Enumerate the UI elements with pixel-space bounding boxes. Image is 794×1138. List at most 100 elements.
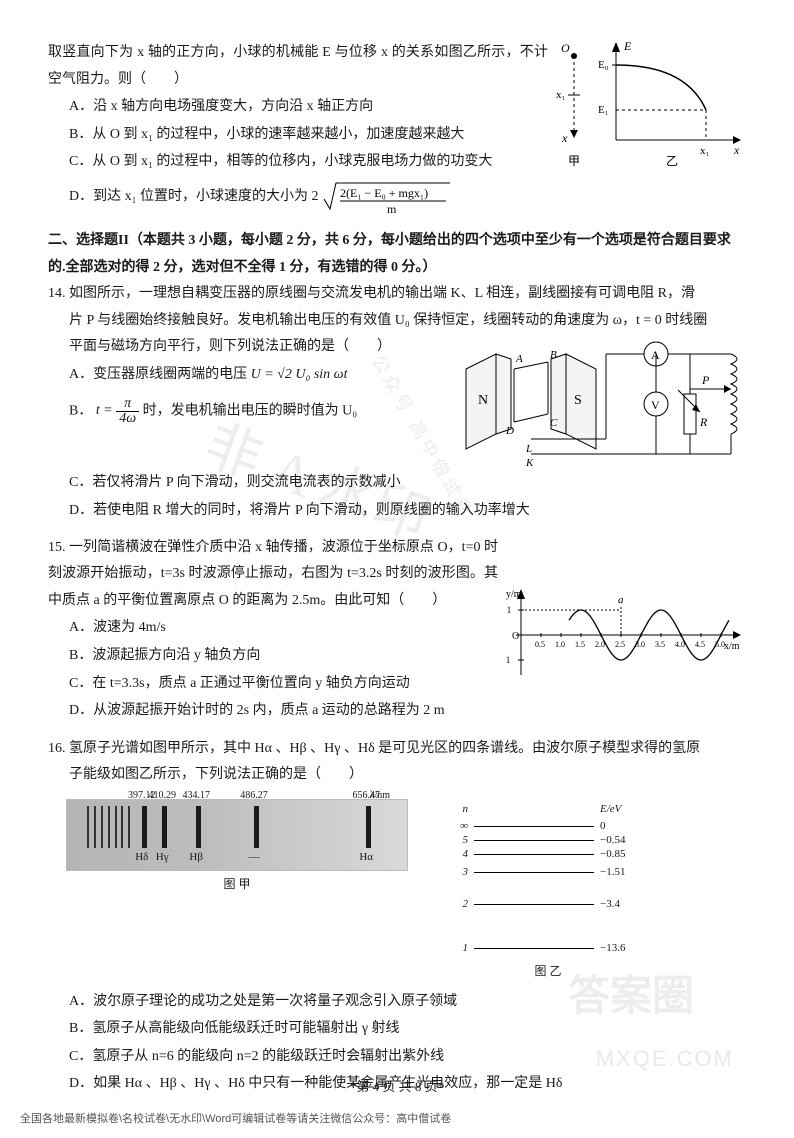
q14-figure: N S A B C D L K (456, 334, 746, 469)
svg-text:R: R (699, 415, 708, 429)
q16-stem2: 子能级如图乙所示，下列说法正确的是（ ） (48, 762, 746, 789)
svg-text:E₀: E₀ (598, 59, 609, 71)
svg-text:x: x (733, 143, 740, 157)
svg-text:E₁: E₁ (598, 104, 609, 116)
q15-opt-c-text: 在 t=3.3s，质点 a 正通过平衡位置向 y 轴负方向运动 (92, 676, 409, 691)
svg-text:1.0: 1.0 (555, 640, 565, 649)
q13-figure: O x x₁ 甲 x E E₀ (556, 40, 746, 170)
q16-opt-b-text: 氢原子从高能级向低能级跃迁时可能辐射出 γ 射线 (92, 1021, 399, 1036)
svg-text:4.5: 4.5 (695, 640, 705, 649)
q15-stem: 15. 一列简谐横波在弹性介质中沿 x 轴传播，波源位于坐标原点 O，t=0 时… (48, 535, 498, 615)
svg-text:O: O (512, 631, 519, 642)
svg-text:甲: 甲 (568, 154, 580, 168)
svg-text:1.5: 1.5 (575, 640, 585, 649)
q14-options-cd: C．若仅将滑片 P 向下滑动，则交流电流表的示数减小 D．若使电阻 R 增大的同… (48, 470, 746, 524)
q13-block: 取竖直向下为 x 轴的正方向，小球的机械能 E 与位移 x 的关系如图乙所示，不… (48, 40, 746, 218)
q14-opt-a: A．变压器原线圈两端的电压 U = √2 U₀ sin ωt (69, 362, 448, 389)
q14-opt-c: C．若仅将滑片 P 向下滑动，则交流电流表的示数减小 (69, 470, 746, 497)
q14-opt-d-text: 若使电阻 R 增大的同时，将滑片 P 向下滑动，则原线圈的输入功率增大 (93, 503, 530, 518)
svg-text:2.5: 2.5 (615, 640, 625, 649)
svg-text:0.5: 0.5 (535, 640, 545, 649)
q15-text-col: 15. 一列简谐横波在弹性介质中沿 x 轴传播，波源位于坐标原点 O，t=0 时… (48, 535, 498, 726)
q13-graph-svg: O x x₁ 甲 x E E₀ (556, 40, 746, 170)
svg-text:C: C (550, 417, 558, 429)
q14-text-col: 平面与磁场方向平行，则下列说法正确的是（ ） A．变压器原线圈两端的电压 U =… (48, 334, 448, 433)
q14-opt-d: D．若使电阻 R 增大的同时，将滑片 P 向下滑动，则原线圈的输入功率增大 (69, 498, 746, 525)
q15-opt-b-text: 波源起振方向沿 y 轴负方向 (92, 648, 260, 663)
q16-opt-a: A．波尔原子理论的成功之处是第一次将量子观念引入原子领域 (69, 989, 746, 1016)
svg-text:y/m: y/m (506, 589, 522, 600)
spectrum-caption: 图 甲 (66, 873, 408, 896)
q13-options: A．沿 x 轴方向电场强度变大，方向沿 x 轴正方向 B．从 O 到 x₁ 的过… (48, 94, 548, 217)
page: 取竖直向下为 x 轴的正方向，小球的机械能 E 与位移 x 的关系如图乙所示，不… (0, 0, 794, 1138)
q15-opt-b: B．波源起振方向沿 y 轴负方向 (69, 643, 498, 670)
q14-stem1-text: 如图所示，一理想自耦变压器的原线圈与交流发电机的输出端 K、L 相连，副线圈接有… (69, 286, 695, 301)
q13-opt-b: B．从 O 到 x₁ 的过程中，小球的速率越来越小，加速度越来越大 (69, 122, 548, 149)
svg-text:x₁: x₁ (700, 145, 710, 157)
q14-opt-a-prefix: 变压器原线圈两端的电压 (93, 367, 251, 382)
q13-opt-a: A．沿 x 轴方向电场强度变大，方向沿 x 轴正方向 (69, 94, 548, 121)
q15-wave-svg: y/m x/m O 0.51.01.52.02.53.03.54.04.55.0… (506, 585, 746, 685)
q16-stem1-text: 氢原子光谱如图甲所示，其中 Hα 、Hβ 、Hγ 、Hδ 是可见光区的四条谱线。… (69, 741, 700, 756)
q13-opt-d-prefix: 到达 x₁ 位置时，小球速度的大小为 2 (93, 189, 318, 204)
svg-text:V: V (651, 398, 660, 412)
q15-opt-d-text: 从波源起振开始计时的 2s 内，质点 a 运动的总路程为 2 m (93, 703, 445, 718)
q16-num: 16. (48, 741, 66, 756)
q15-figure: y/m x/m O 0.51.01.52.02.53.03.54.04.55.0… (506, 535, 746, 685)
q13-opt-d: D．到达 x₁ 位置时，小球速度的大小为 2 2(E₁ − E₀ + mgx₁)… (69, 177, 548, 217)
q13-opt-d-formula: 2(E₁ − E₀ + mgx₁) m (322, 189, 452, 204)
q15-stem-text: 一列简谐横波在弹性介质中沿 x 轴传播，波源位于坐标原点 O，t=0 时刻波源开… (48, 540, 498, 608)
svg-text:A: A (515, 353, 523, 365)
q13-opt-c: C．从 O 到 x₁ 的过程中，相等的位移内，小球克服电场力做的功变大 (69, 149, 548, 176)
spectrum-image: λ/nm 397.12Hδ410.29Hγ434.17Hβ486.27—656.… (66, 799, 408, 871)
q16-spectrum-figure: λ/nm 397.12Hδ410.29Hγ434.17Hβ486.27—656.… (48, 795, 408, 896)
svg-text:L: L (525, 443, 532, 455)
q15-opt-c: C．在 t=3.3s，质点 a 正通过平衡位置向 y 轴负方向运动 (69, 671, 498, 698)
q14-options: A．变压器原线圈两端的电压 U = √2 U₀ sin ωt B． t = π … (48, 362, 448, 426)
q14-opt-b: B． t = π 4ω 时，发电机输出电压的瞬时值为 U₀ (69, 397, 448, 426)
q15-opt-a-text: 波速为 4m/s (93, 620, 166, 635)
svg-text:B: B (550, 349, 557, 361)
svg-text:2.0: 2.0 (595, 640, 605, 649)
q13-opt-b-text: 从 O 到 x₁ 的过程中，小球的速率越来越小，加速度越来越大 (92, 127, 464, 142)
q14-stem1: 14. 如图所示，一理想自耦变压器的原线圈与交流发电机的输出端 K、L 相连，副… (48, 281, 746, 308)
q16-opt-c: C．氢原子从 n=6 的能级向 n=2 的能级跃迁时会辐射出紫外线 (69, 1044, 746, 1071)
svg-text:4.0: 4.0 (675, 640, 685, 649)
q13-text-col: 取竖直向下为 x 轴的正方向，小球的机械能 E 与位移 x 的关系如图乙所示，不… (48, 40, 548, 218)
svg-text:乙: 乙 (666, 154, 678, 168)
bottom-note: 全国各地最新模拟卷\名校试卷\无水印\Word可编辑试卷等请关注微信公众号：高中… (20, 1109, 451, 1130)
section2-header: 二、选择题II（本题共 3 小题，每小题 2 分，共 6 分，每小题给出的四个选… (48, 228, 746, 281)
sqrt-numer: 2(E₁ − E₀ + mgx₁) (340, 186, 428, 200)
svg-text:N: N (478, 393, 488, 408)
energy-caption: 图 乙 (448, 960, 648, 983)
q16-energy-figure: n E/eV ∞05−0.544−0.853−1.512−3.41−13.6 图… (448, 799, 648, 983)
svg-text:D: D (505, 425, 514, 437)
q14-stem3: 平面与磁场方向平行，则下列说法正确的是（ ） (48, 334, 448, 361)
svg-text:a: a (618, 594, 624, 606)
q14-num: 14. (48, 286, 66, 301)
q15-num: 15. (48, 540, 66, 555)
svg-text:K: K (525, 457, 534, 469)
svg-text:3.5: 3.5 (655, 640, 665, 649)
q16-stem1: 16. 氢原子光谱如图甲所示，其中 Hα 、Hβ 、Hγ 、Hδ 是可见光区的四… (48, 736, 746, 763)
q15-opt-a: A．波速为 4m/s (69, 615, 498, 642)
q15-options: A．波速为 4m/s B．波源起振方向沿 y 轴负方向 C．在 t=3.3s，质… (48, 615, 498, 724)
sqrt-formula-svg: 2(E₁ − E₀ + mgx₁) m (322, 177, 452, 217)
sqrt-denom: m (387, 202, 397, 216)
svg-text:x₁: x₁ (556, 89, 566, 101)
q14-opt-b-suffix: 时，发电机输出电压的瞬时值为 U₀ (143, 403, 358, 418)
q13-opt-a-text: 沿 x 轴方向电场强度变大，方向沿 x 轴正方向 (93, 99, 373, 114)
q16-opt-c-text: 氢原子从 n=6 的能级向 n=2 的能级跃迁时会辐射出紫外线 (92, 1049, 444, 1064)
q16-block: 16. 氢原子光谱如图甲所示，其中 Hα 、Hβ 、Hγ 、Hδ 是可见光区的四… (48, 736, 746, 1098)
svg-text:O: O (561, 41, 570, 55)
svg-text:x: x (561, 131, 568, 145)
svg-text:E: E (623, 40, 632, 53)
svg-text:x/m: x/m (724, 641, 740, 652)
q15-block: 15. 一列简谐横波在弹性介质中沿 x 轴传播，波源位于坐标原点 O，t=0 时… (48, 535, 746, 726)
q14-circuit-svg: N S A B C D L K (456, 334, 746, 469)
q14-block: 14. 如图所示，一理想自耦变压器的原线圈与交流发电机的输出端 K、L 相连，副… (48, 281, 746, 524)
q14-stem2: 片 P 与线圈始终接触良好。发电机输出电压的有效值 U₀ 保持恒定，线圈转动的角… (48, 308, 746, 335)
q14-opt-a-formula: U = √2 U₀ sin ωt (251, 367, 348, 382)
q14-opt-b-formula: t = π 4ω (96, 403, 143, 418)
svg-text:P: P (701, 373, 710, 387)
